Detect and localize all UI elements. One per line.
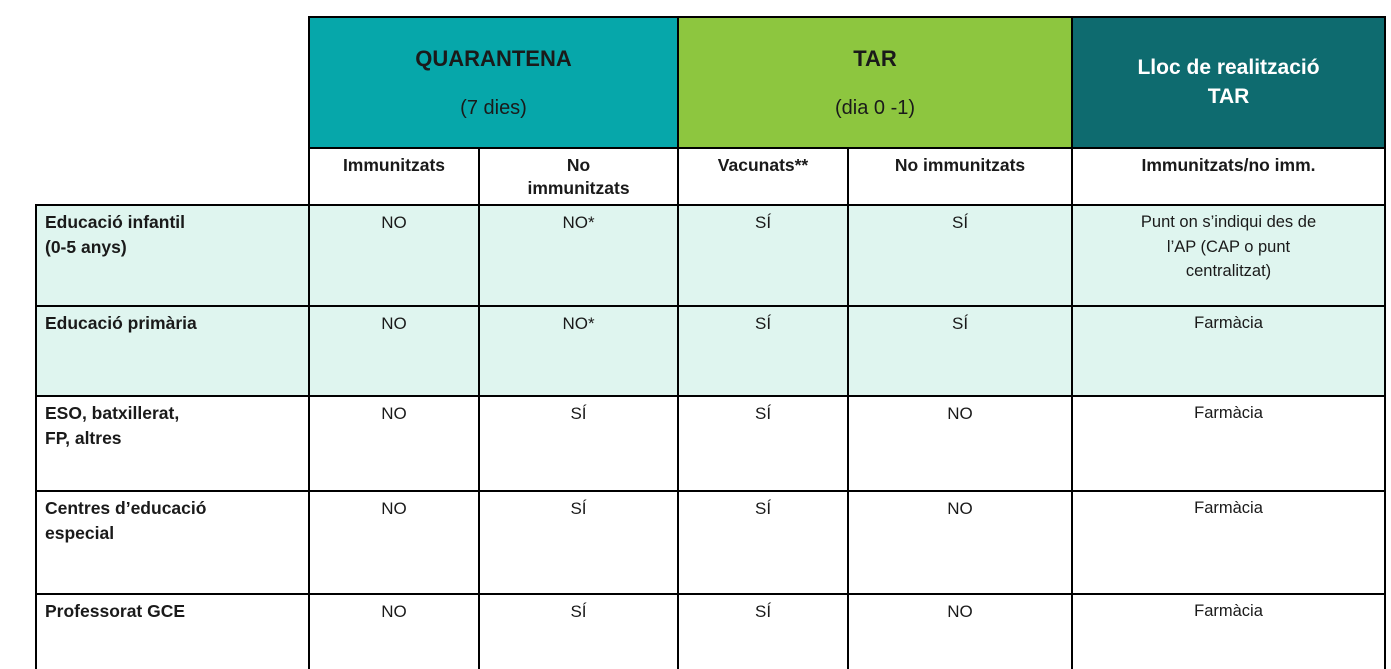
cell-lloc-realitzacio: Punt on s’indiqui des de l’AP (CAP o pun… [1071, 203, 1387, 307]
cell-lloc-realitzacio: Farmàcia [1071, 489, 1387, 595]
table-row-eso-batxillerat: ESO, batxillerat, FP, altres NO SÍ SÍ NO… [35, 394, 1387, 492]
cell-lloc-realitzacio: Farmàcia [1071, 394, 1387, 492]
cell-tar-no-immunitzats: NO [847, 394, 1074, 492]
quarantena-subtitle: (7 dies) [460, 96, 527, 119]
cell-quarantena-immunitzats: NO [308, 203, 480, 307]
row-label: Educació primària [35, 304, 310, 397]
tar-subtitle: (dia 0 -1) [835, 96, 916, 119]
cell-tar-no-immunitzats: SÍ [847, 304, 1074, 397]
cell-quarantena-no-immunitzats: NO* [477, 304, 680, 397]
group-header-row: QUARANTENA (7 dies) TAR (dia 0 -1) Lloc … [36, 15, 1387, 150]
column-header-lloc-imm: Immunitzats/no imm. [1071, 147, 1387, 206]
cell-quarantena-immunitzats: NO [308, 394, 480, 492]
cell-lloc-realitzacio: Farmàcia [1071, 592, 1387, 669]
cell-tar-vacunats: SÍ [677, 304, 850, 397]
column-header-row: Immunitzats No immunitzats Vacunats** No… [36, 147, 1387, 206]
group-header-quarantena: QUARANTENA (7 dies) [307, 15, 680, 150]
column-header-immunitzats: Immunitzats [308, 147, 480, 206]
cell-quarantena-immunitzats: NO [308, 304, 480, 397]
lloc-title: Lloc de realització TAR [1137, 56, 1320, 108]
cell-quarantena-immunitzats: NO [308, 592, 480, 669]
row-label: Professorat GCE [35, 592, 310, 669]
cell-quarantena-no-immunitzats: NO* [477, 203, 680, 307]
cell-quarantena-no-immunitzats: SÍ [477, 394, 680, 492]
quarantena-title: QUARANTENA [415, 45, 572, 71]
group-header-lloc: Lloc de realització TAR [1071, 15, 1387, 150]
table-row-educacio-primaria: Educació primària NO NO* SÍ SÍ Farmàcia [35, 304, 1387, 397]
subheader-left-spacer [36, 148, 309, 205]
group-header-tar: TAR (dia 0 -1) [677, 15, 1074, 150]
row-label: Educació infantil (0-5 anys) [35, 203, 310, 307]
cell-quarantena-no-immunitzats: SÍ [477, 489, 680, 595]
top-left-spacer [36, 17, 309, 149]
row-label: Centres d’educació especial [35, 489, 310, 595]
column-header-vacunats: Vacunats** [677, 147, 850, 206]
cell-lloc-realitzacio: Farmàcia [1071, 304, 1387, 397]
cell-tar-no-immunitzats: NO [847, 489, 1074, 595]
cell-tar-no-immunitzats: SÍ [847, 203, 1074, 307]
cell-quarantena-no-immunitzats: SÍ [477, 592, 680, 669]
cell-tar-vacunats: SÍ [677, 592, 850, 669]
cell-tar-vacunats: SÍ [677, 489, 850, 595]
cell-tar-no-immunitzats: NO [847, 592, 1074, 669]
column-header-no-immunitzats-tar: No immunitzats [847, 147, 1074, 206]
cell-tar-vacunats: SÍ [677, 203, 850, 307]
quarantine-tar-table: QUARANTENA (7 dies) TAR (dia 0 -1) Lloc … [35, 15, 1387, 669]
row-label: ESO, batxillerat, FP, altres [35, 394, 310, 492]
cell-quarantena-immunitzats: NO [308, 489, 480, 595]
table-row-centres-educacio-especial: Centres d’educació especial NO SÍ SÍ NO … [35, 489, 1387, 595]
cell-tar-vacunats: SÍ [677, 394, 850, 492]
table-row-professorat-gce: Professorat GCE NO SÍ SÍ NO Farmàcia [35, 592, 1387, 669]
tar-title: TAR [853, 45, 897, 71]
column-header-no-immunitzats: No immunitzats [477, 147, 680, 206]
table-row-educacio-infantil: Educació infantil (0-5 anys) NO NO* SÍ S… [35, 203, 1387, 307]
